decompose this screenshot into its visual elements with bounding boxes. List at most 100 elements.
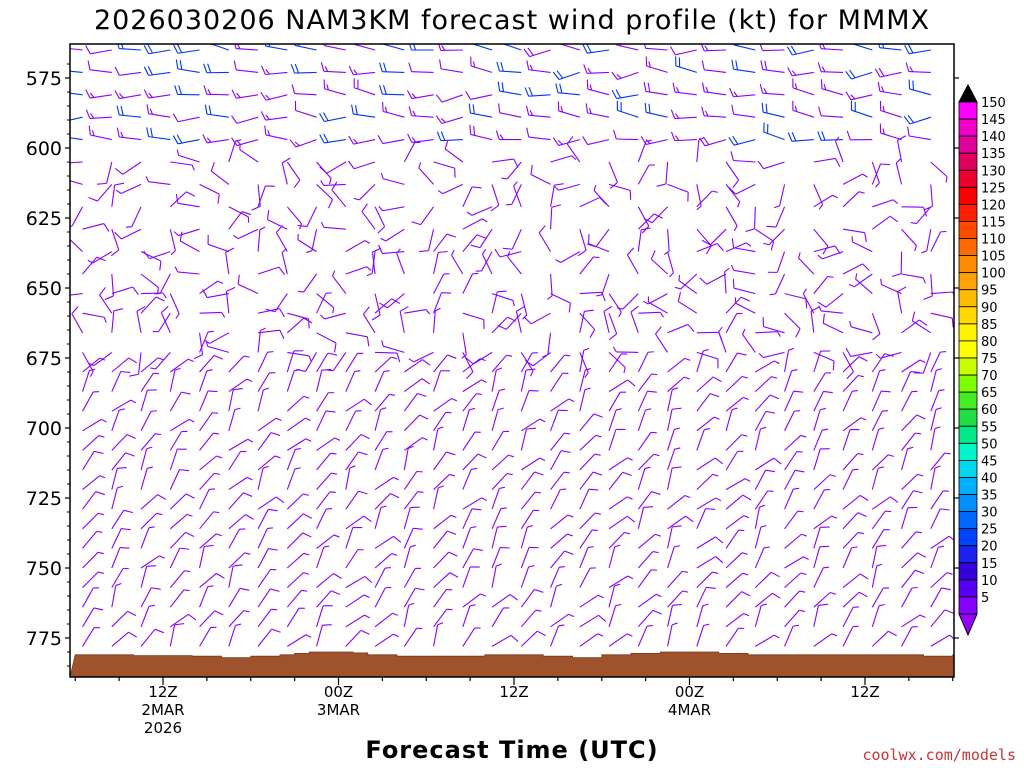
wind-barb bbox=[362, 306, 376, 334]
wind-barb bbox=[114, 66, 142, 76]
wind-barb bbox=[294, 101, 317, 118]
wind-barb bbox=[140, 273, 159, 294]
wind-barb bbox=[287, 312, 310, 329]
wind-barb bbox=[784, 434, 807, 451]
colorbar-label: 135 bbox=[981, 147, 1006, 162]
wind-barb bbox=[786, 45, 814, 56]
wind-barb bbox=[550, 450, 571, 471]
wind-barb bbox=[297, 273, 318, 293]
wind-barb bbox=[754, 376, 778, 393]
wind-barb bbox=[521, 457, 546, 471]
wind-barb bbox=[491, 607, 510, 628]
wind-barb bbox=[754, 490, 774, 510]
wind-barb bbox=[225, 286, 236, 314]
wind-barb bbox=[813, 194, 838, 208]
wind-barb bbox=[579, 512, 601, 530]
wind-barb bbox=[491, 354, 513, 373]
wind-barb bbox=[205, 340, 229, 353]
wind-barb bbox=[316, 161, 332, 185]
wind-barb bbox=[437, 183, 464, 195]
wind-barb bbox=[281, 157, 291, 185]
wind-barb bbox=[725, 206, 738, 232]
wind-barb bbox=[643, 206, 668, 224]
wind-barb bbox=[239, 143, 259, 163]
wind-barb bbox=[579, 567, 596, 588]
wind-barb bbox=[520, 471, 544, 490]
wind-barb bbox=[491, 388, 506, 412]
wind-barb bbox=[403, 491, 424, 510]
wind-barb bbox=[70, 92, 83, 96]
wind-barb bbox=[871, 161, 880, 188]
colorbar-segment bbox=[958, 408, 978, 427]
wind-barb bbox=[111, 509, 134, 530]
wind-barb bbox=[849, 321, 873, 334]
wind-barb bbox=[353, 44, 376, 51]
wind-barb bbox=[725, 312, 743, 334]
colorbar-segment bbox=[958, 169, 978, 188]
colorbar-segment bbox=[958, 459, 978, 478]
wind-barb bbox=[436, 131, 463, 142]
wind-barb bbox=[403, 437, 428, 451]
wind-barb bbox=[228, 552, 251, 569]
wind-barb bbox=[403, 587, 425, 608]
wind-barb bbox=[871, 454, 894, 471]
wind-barb bbox=[265, 293, 288, 313]
wind-barb bbox=[82, 627, 100, 647]
wind-barb bbox=[275, 225, 288, 252]
wind-barb bbox=[552, 70, 580, 81]
wind-barb bbox=[642, 293, 668, 305]
wind-barb bbox=[725, 161, 740, 189]
wind-barb bbox=[608, 515, 636, 530]
wind-barb bbox=[754, 394, 780, 412]
wind-barb bbox=[696, 427, 711, 451]
wind-barb bbox=[286, 493, 309, 510]
wind-barb bbox=[152, 312, 171, 333]
terrain-surface bbox=[70, 651, 954, 677]
colorbar-label: 20 bbox=[981, 540, 998, 555]
wind-barb bbox=[871, 427, 885, 451]
wind-barb bbox=[608, 183, 632, 200]
wind-barb bbox=[667, 357, 691, 373]
wind-barb bbox=[725, 515, 750, 530]
wind-barb bbox=[725, 296, 750, 314]
wind-barb bbox=[520, 390, 539, 412]
wind-barb bbox=[871, 630, 897, 647]
wind-barb bbox=[82, 435, 105, 451]
x-tick-label: 12Z bbox=[148, 683, 177, 701]
wind-barb bbox=[471, 44, 493, 51]
colorbar-segment bbox=[958, 528, 978, 547]
wind-barb bbox=[316, 332, 337, 353]
wind-barb bbox=[524, 351, 551, 367]
wind-barb bbox=[754, 603, 767, 627]
wind-barb bbox=[644, 102, 668, 118]
wind-barb bbox=[371, 247, 382, 275]
wind-barb bbox=[755, 228, 775, 251]
wind-barb bbox=[491, 472, 513, 490]
wind-barb bbox=[462, 453, 487, 471]
colorbar-label: 90 bbox=[981, 301, 998, 316]
wind-barb bbox=[579, 368, 591, 392]
wind-barb bbox=[70, 137, 83, 141]
wind-barb bbox=[523, 47, 551, 58]
colorbar-label: 80 bbox=[981, 335, 998, 350]
wind-barb bbox=[732, 278, 756, 295]
wind-barb bbox=[701, 82, 727, 96]
wind-barb bbox=[930, 609, 954, 628]
wind-barb bbox=[784, 609, 805, 628]
wind-barb bbox=[70, 227, 83, 252]
wind-barb bbox=[802, 288, 815, 314]
wind-barb bbox=[901, 614, 926, 628]
wind-barb bbox=[645, 56, 668, 73]
wind-barb bbox=[530, 165, 551, 185]
wind-barb bbox=[656, 161, 669, 187]
wind-barb bbox=[667, 407, 682, 431]
wind-barb bbox=[316, 410, 336, 432]
wind-barb bbox=[579, 291, 606, 302]
wind-barb bbox=[784, 451, 803, 471]
wind-barb bbox=[754, 571, 780, 588]
colorbar-segment bbox=[958, 186, 978, 205]
wind-barb bbox=[901, 319, 928, 334]
wind-barb bbox=[725, 184, 741, 208]
wind-barb bbox=[754, 546, 770, 569]
